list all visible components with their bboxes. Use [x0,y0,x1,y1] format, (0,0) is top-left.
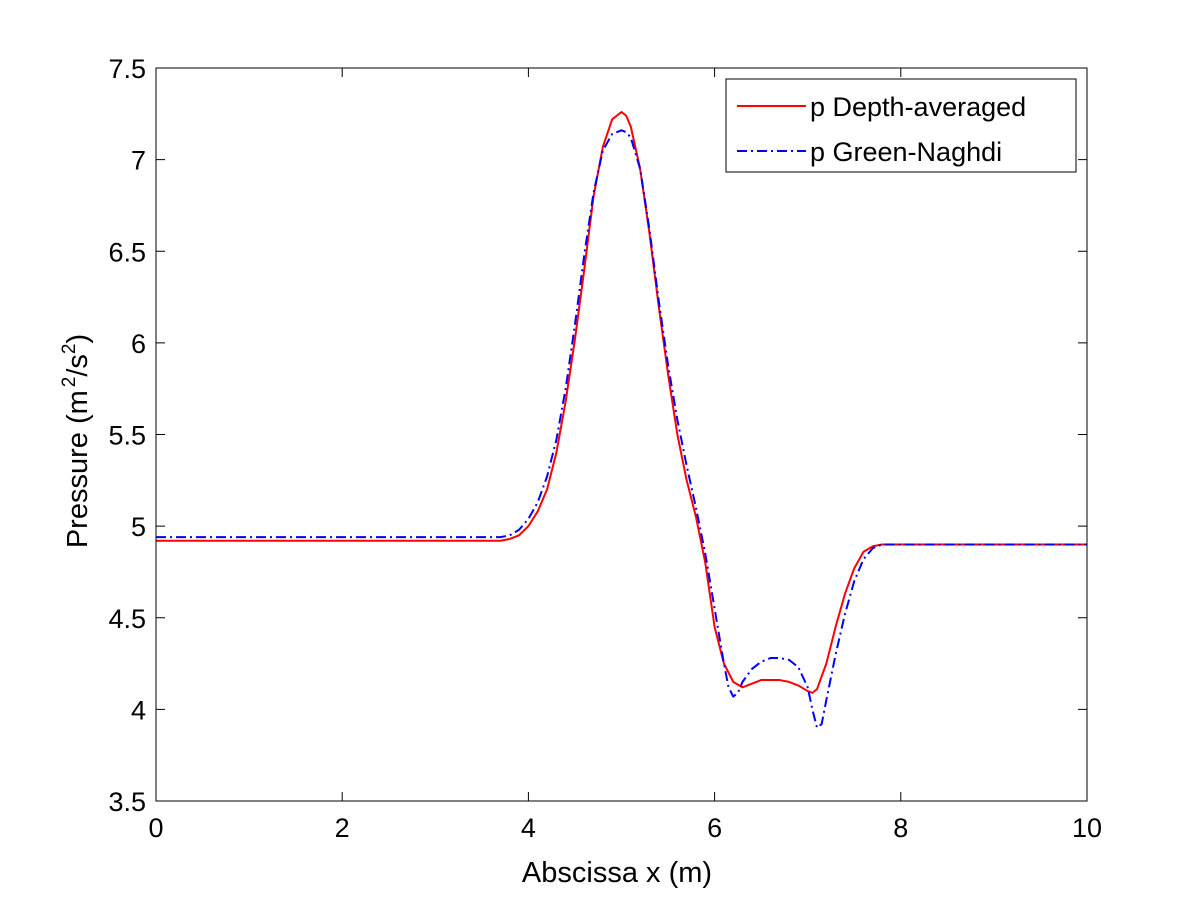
x-tick-label: 8 [893,813,908,843]
x-tick-label: 10 [1072,813,1102,843]
y-axis-label-exponent-1: 2 [59,377,80,388]
y-tick-label: 6 [131,329,146,359]
y-tick-label: 6.5 [108,237,146,267]
legend-label-depth-averaged: p Depth-averaged [810,92,1026,122]
series-line-p-depth-averaged [156,110,1087,694]
x-tick-labels: 0 2 4 6 8 10 [148,813,1102,843]
legend-box [725,78,1077,173]
y-tick-label: 3.5 [108,787,146,817]
legend: p Depth-averaged p Green-Naghdi [725,78,1077,173]
plot-area-frame [155,67,1088,802]
y-tick-label: 7 [131,146,146,176]
plot-area-background [156,68,1087,801]
y-tick-label: 5.5 [108,421,146,451]
x-tick-label: 4 [521,813,536,843]
y-axis-label-prefix: Pressure (m [62,390,94,548]
y-axis-label-middle: /s [62,354,94,377]
x-tick-label: 0 [148,813,163,843]
series-line-p-green-naghdi [156,129,1087,729]
y-tick-label: 4.5 [108,604,146,634]
x-tick-label: 6 [707,813,722,843]
x-tick-label: 2 [335,813,350,843]
y-tick-label: 4 [131,695,146,725]
y-axis-label: Pressure (m 2/s2) [59,334,94,548]
y-tick-label: 7.5 [108,54,146,84]
y-axis-label-suffix: ) [62,334,94,344]
series-layer [156,110,1087,729]
x-axis-label: Abscissa x (m) [522,857,712,889]
y-tick-label: 5 [131,512,146,542]
legend-label-green-naghdi: p Green-Naghdi [810,137,1002,167]
y-tick-labels: 3.5 4 4.5 5 5.5 6 6.5 7 7.5 [108,54,146,817]
y-axis-label-exponent-2: 2 [59,344,80,355]
